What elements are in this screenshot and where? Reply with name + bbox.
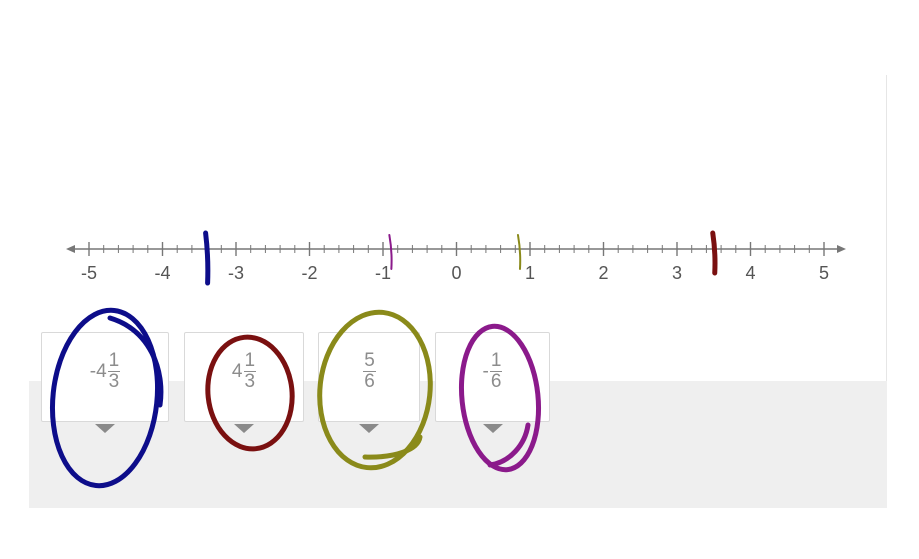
pen-circle bbox=[458, 323, 542, 473]
pen-mark bbox=[516, 234, 522, 270]
denominator: 3 bbox=[108, 371, 120, 392]
tick-label: 1 bbox=[525, 263, 535, 283]
pen-marks bbox=[203, 230, 718, 286]
fraction-display: -4 1 3 bbox=[42, 351, 168, 392]
pen-stroke bbox=[487, 422, 531, 468]
dropdown-caret-icon[interactable] bbox=[234, 424, 254, 433]
pen-circle bbox=[205, 334, 295, 452]
denominator: 6 bbox=[364, 371, 375, 392]
tick-label: -3 bbox=[228, 263, 244, 283]
fraction-card-3[interactable]: 5 6 bbox=[318, 332, 420, 433]
pen-circle bbox=[317, 309, 433, 471]
pen-mark bbox=[710, 230, 718, 276]
pen-circle bbox=[49, 307, 161, 489]
whole-part: -4 bbox=[89, 360, 107, 382]
number-line: -5 -4 -3 -2 -1 0 1 2 3 4 5 bbox=[66, 242, 846, 283]
tick-label: 5 bbox=[819, 263, 829, 283]
pen-stroke bbox=[107, 315, 164, 408]
dropdown-caret-icon[interactable] bbox=[95, 424, 115, 433]
tick-label: -2 bbox=[301, 263, 317, 283]
whole-part: - bbox=[482, 360, 489, 382]
fraction-display: - 1 6 bbox=[436, 351, 549, 392]
fraction-display: 5 6 bbox=[319, 351, 419, 392]
whole-part: 4 bbox=[231, 360, 243, 382]
tick-label: -5 bbox=[81, 263, 97, 283]
numerator: 1 bbox=[489, 350, 503, 372]
pen-mark bbox=[203, 230, 211, 286]
dropdown-caret-icon[interactable] bbox=[482, 424, 503, 433]
right-arrow-icon bbox=[837, 245, 846, 253]
tick-label: 4 bbox=[745, 263, 755, 283]
tick-label: 0 bbox=[451, 263, 461, 283]
tick-label: -4 bbox=[154, 263, 170, 283]
pen-circles bbox=[49, 307, 542, 489]
pen-stroke bbox=[362, 434, 423, 460]
numerator: 1 bbox=[243, 350, 257, 372]
numerator: 5 bbox=[363, 350, 376, 372]
tick-label: 3 bbox=[672, 263, 682, 283]
fraction-card-4[interactable]: - 1 6 bbox=[435, 332, 550, 433]
denominator: 3 bbox=[244, 371, 256, 392]
numerator: 1 bbox=[107, 350, 121, 372]
panel-border bbox=[886, 75, 887, 508]
pen-mark bbox=[388, 234, 393, 270]
tick-label: -1 bbox=[375, 263, 391, 283]
tick-label: 2 bbox=[598, 263, 608, 283]
dropdown-caret-icon[interactable] bbox=[359, 424, 379, 433]
left-arrow-icon bbox=[66, 245, 75, 253]
fraction-display: 4 1 3 bbox=[185, 351, 303, 392]
denominator: 6 bbox=[490, 371, 502, 392]
fraction-card-2[interactable]: 4 1 3 bbox=[184, 332, 304, 433]
